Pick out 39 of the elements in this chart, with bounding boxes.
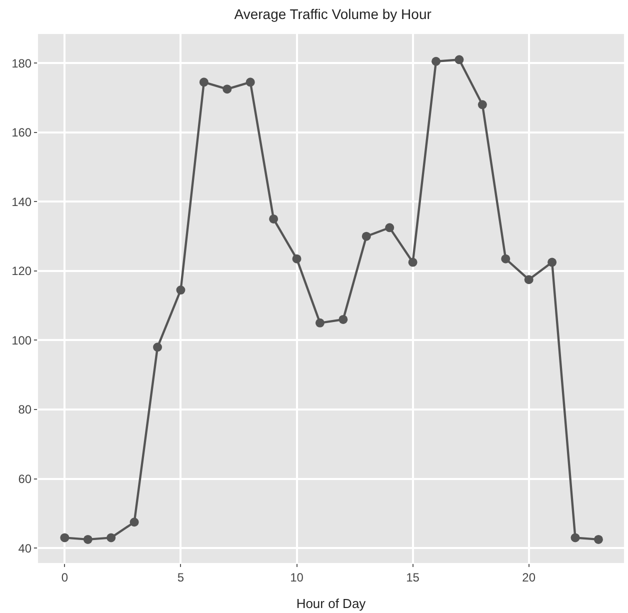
y-tick-label: 60	[18, 472, 32, 486]
point	[292, 254, 302, 264]
point	[385, 223, 394, 232]
x-tick-label: 20	[522, 570, 536, 584]
y-tick-label: 160	[12, 126, 32, 140]
point	[478, 100, 487, 110]
point	[130, 518, 139, 527]
y-tick-label: 100	[12, 333, 32, 348]
x-tick-label: 0	[61, 570, 68, 584]
point	[548, 258, 557, 267]
y-tick-label: 180	[12, 56, 32, 70]
point	[524, 275, 534, 284]
point	[315, 318, 324, 328]
point	[362, 232, 371, 241]
point	[106, 533, 116, 542]
point	[199, 78, 208, 87]
point	[246, 78, 255, 87]
chart-title: Average Traffic Volume by Hour	[234, 6, 432, 22]
point	[60, 533, 70, 542]
point	[408, 258, 418, 267]
y-tick-label: 80	[18, 402, 32, 417]
x-tick-label: 15	[406, 570, 420, 584]
point	[338, 314, 348, 324]
x-axis-title: Hour of Day	[296, 596, 366, 611]
point	[454, 55, 464, 64]
point	[222, 84, 232, 94]
point	[83, 534, 92, 544]
point	[570, 533, 580, 542]
y-tick-label: 140	[12, 194, 32, 209]
x-tick-label: 10	[290, 570, 304, 584]
y-tick-label: 40	[18, 541, 32, 556]
point	[594, 534, 603, 544]
point	[153, 342, 162, 352]
point	[432, 56, 441, 66]
point	[269, 214, 278, 224]
y-tick-label: 120	[12, 264, 32, 278]
x-tick-label: 5	[177, 570, 184, 584]
point	[176, 286, 186, 295]
point	[501, 254, 510, 264]
